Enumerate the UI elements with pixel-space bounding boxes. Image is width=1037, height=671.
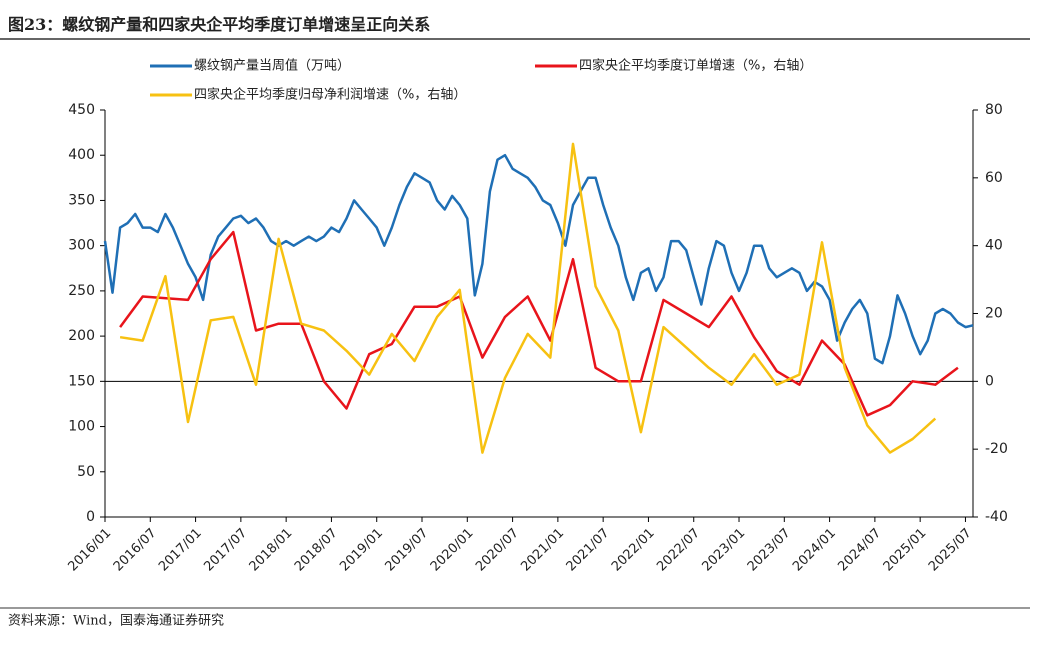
y-tick-label: 300 [68,238,95,254]
y-tick-label: 50 [77,464,95,480]
x-tick-label: 2016/07 [111,526,160,575]
x-tick-label: 2019/01 [337,526,386,575]
x-tick-label: 2020/07 [473,526,522,575]
y-tick-label: 100 [68,419,95,435]
series-line [103,153,974,365]
y2-tick-label: -20 [985,441,1008,457]
y2-tick-label: 80 [985,102,1003,118]
x-tick-label: 2023/01 [700,526,749,575]
x-tick-label: 2017/07 [201,526,250,575]
x-tick-label: 2024/07 [835,526,884,575]
y-tick-label: 200 [68,328,95,344]
y2-tick-label: 20 [985,306,1003,322]
source-note: 资料来源：Wind，国泰海通证券研究 [8,613,224,629]
series-line [119,142,937,454]
y-tick-label: 0 [86,509,95,525]
x-tick-label: 2021/07 [564,526,613,575]
legend-label: 四家央企平均季度订单增速（%，右轴） [579,58,812,74]
x-tick-label: 2018/07 [292,526,341,575]
y-tick-label: 400 [68,147,95,163]
y2-tick-label: 40 [985,238,1003,254]
x-tick-label: 2024/01 [790,526,839,575]
x-tick-label: 2017/01 [156,526,205,575]
x-tick-label: 2020/01 [428,526,477,575]
x-tick-label: 2025/01 [881,526,930,575]
x-tick-label: 2022/07 [654,526,703,575]
x-tick-label: 2019/07 [383,526,432,575]
y2-tick-label: -40 [985,509,1008,525]
x-tick-label: 2021/01 [518,526,567,575]
x-tick-label: 2022/01 [609,526,658,575]
legend-label: 螺纹钢产量当周值（万吨） [194,58,350,74]
x-tick-label: 2023/07 [745,526,794,575]
y-tick-label: 150 [68,373,95,389]
series-line [119,230,959,417]
legend-label: 四家央企平均季度归母净利润增速（%，右轴） [194,87,466,103]
x-tick-label: 2018/01 [247,526,296,575]
y-tick-label: 450 [68,102,95,118]
y2-tick-label: 60 [985,170,1003,186]
y2-tick-label: 0 [985,373,994,389]
x-tick-label: 2025/07 [926,526,975,575]
y-tick-label: 250 [68,283,95,299]
y-tick-label: 350 [68,192,95,208]
chart-title: 图23：螺纹钢产量和四家央企平均季度订单增速呈正向关系 [8,15,430,34]
x-tick-label: 2016/01 [66,526,115,575]
